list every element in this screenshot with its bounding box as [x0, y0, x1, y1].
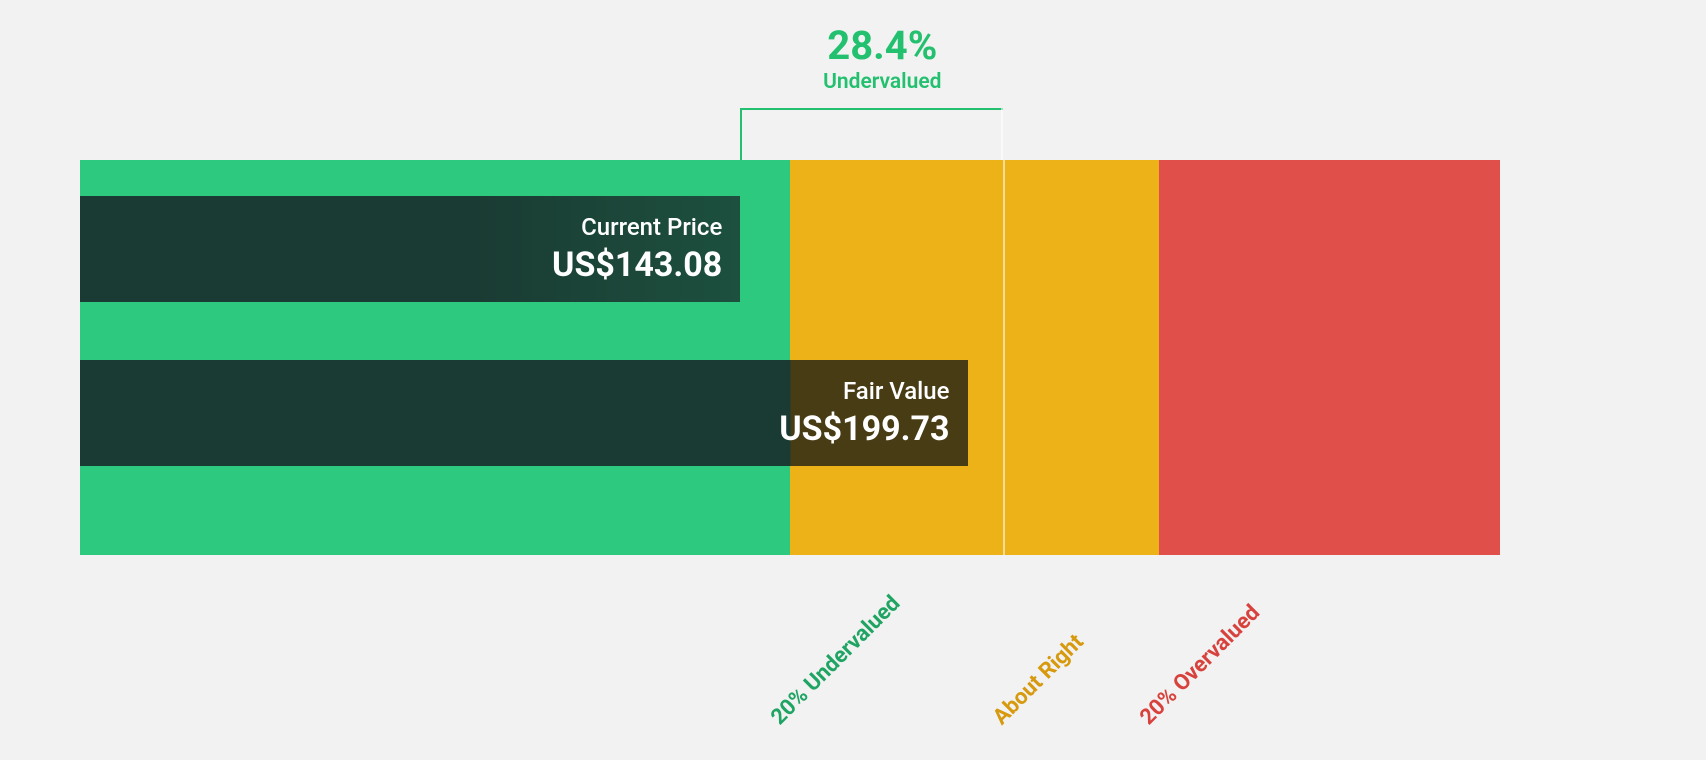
- bracket-top: [740, 108, 1003, 110]
- headline-percent: 28.4%: [823, 24, 941, 68]
- fair-value-divider: [1003, 160, 1005, 555]
- axis-label-overvalued: 20% Overvalued: [1136, 600, 1266, 730]
- current-price-title: Current Price: [552, 213, 722, 241]
- zone-about-right: [790, 160, 1159, 555]
- current-price-bar: Current Price US$143.08: [80, 196, 740, 302]
- axis-label-about-right: About Right: [988, 630, 1088, 730]
- bracket-right: [1001, 108, 1003, 160]
- fair-value-text: Fair Value US$199.73: [779, 377, 949, 449]
- headline: 28.4% Undervalued: [823, 24, 941, 94]
- fair-value-bar: Fair Value US$199.73: [80, 360, 968, 466]
- current-price-value: US$143.08: [552, 245, 722, 285]
- bracket-left: [740, 108, 742, 160]
- chart-body: Current Price US$143.08 Fair Value US$19…: [80, 160, 1500, 555]
- current-price-text: Current Price US$143.08: [552, 213, 722, 285]
- headline-label: Undervalued: [823, 70, 941, 94]
- fair-value-title: Fair Value: [779, 377, 949, 405]
- valuation-chart: 28.4% Undervalued Current Price US$143.0…: [0, 0, 1706, 760]
- axis-label-undervalued: 20% Undervalued: [766, 591, 905, 730]
- fair-value-value: US$199.73: [779, 409, 949, 449]
- zone-overvalued: [1159, 160, 1500, 555]
